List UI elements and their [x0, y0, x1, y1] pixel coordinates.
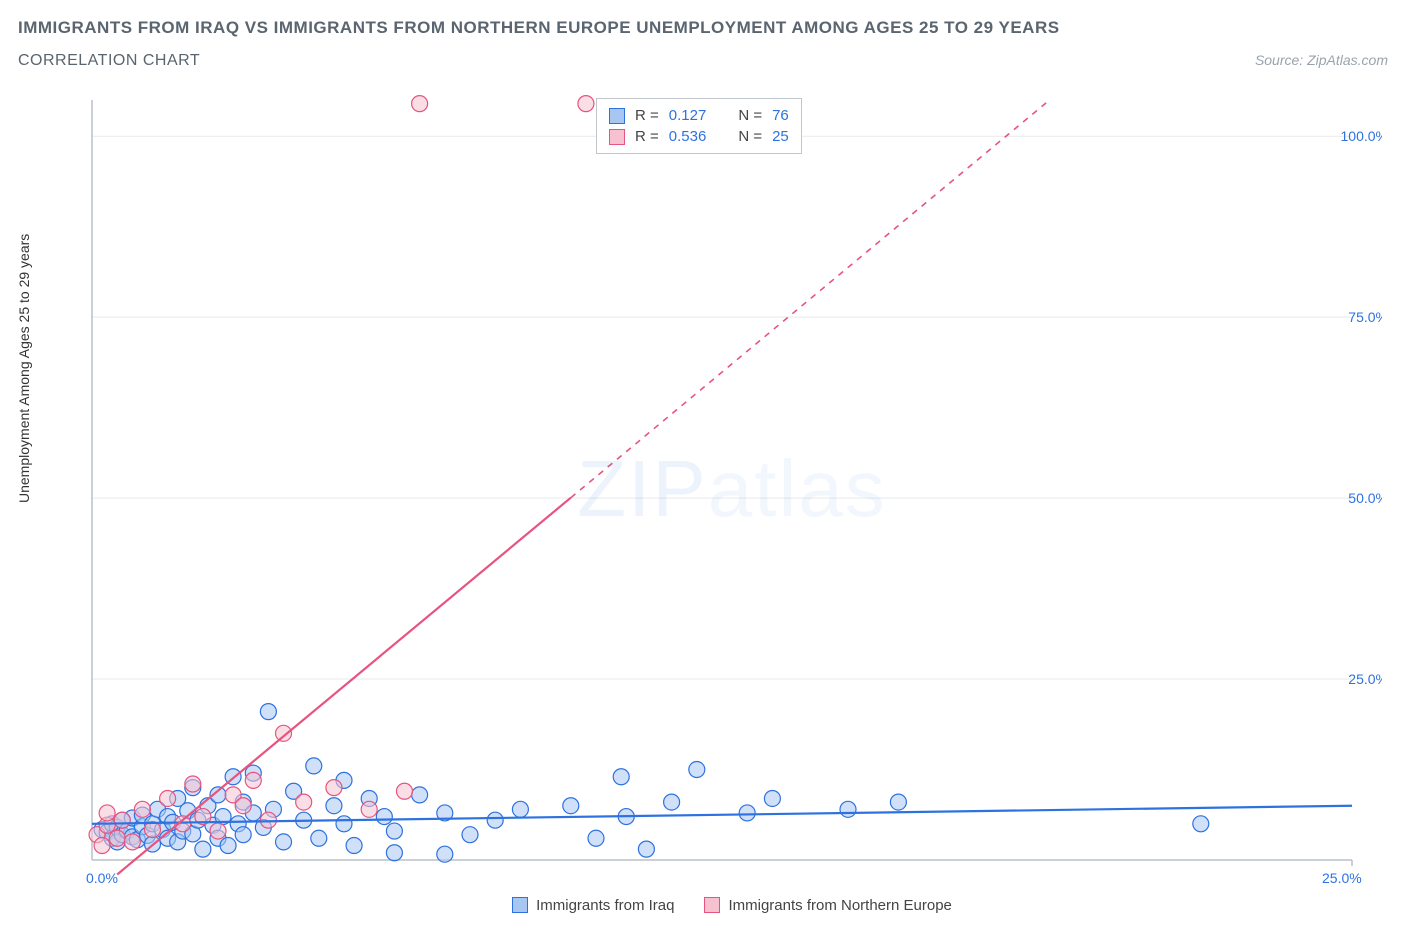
legend-swatch: [704, 897, 720, 913]
legend-swatch: [609, 108, 625, 124]
chart-title: IMMIGRANTS FROM IRAQ VS IMMIGRANTS FROM …: [18, 18, 1388, 38]
legend-swatch: [609, 129, 625, 145]
subtitle-row: CORRELATION CHART Source: ZipAtlas.com: [18, 52, 1388, 70]
chart-source: Source: ZipAtlas.com: [1255, 52, 1388, 68]
chart-area: Unemployment Among Ages 25 to 29 years 2…: [18, 88, 1388, 918]
legend-item: Immigrants from Iraq: [512, 892, 674, 918]
svg-text:25.0%: 25.0%: [1348, 671, 1382, 687]
x-max-tick: 25.0%: [1322, 870, 1362, 886]
x-origin-tick: 0.0%: [86, 870, 118, 886]
stats-legend: R = 0.127N = 76R = 0.536N = 25: [596, 98, 802, 154]
svg-text:75.0%: 75.0%: [1348, 309, 1382, 325]
plot-area: 25.0%50.0%75.0%100.0% ZIPatlas R = 0.127…: [82, 94, 1382, 884]
legend-label: Immigrants from Northern Europe: [728, 897, 951, 914]
chart-subtitle: CORRELATION CHART: [18, 52, 200, 70]
stats-row: R = 0.127N = 76: [609, 105, 789, 126]
svg-text:50.0%: 50.0%: [1348, 490, 1382, 506]
legend-label: Immigrants from Iraq: [536, 897, 674, 914]
scatter-plot: 25.0% 50.0% 75.0% 100.0%: [82, 94, 1382, 884]
svg-text:100.0%: 100.0%: [1341, 128, 1382, 144]
y-axis-label: Unemployment Among Ages 25 to 29 years: [16, 234, 32, 503]
legend-item: Immigrants from Northern Europe: [704, 892, 951, 918]
stats-row: R = 0.536N = 25: [609, 126, 789, 147]
chart-header: IMMIGRANTS FROM IRAQ VS IMMIGRANTS FROM …: [18, 18, 1388, 70]
legend-swatch: [512, 897, 528, 913]
bottom-legend: Immigrants from Iraq Immigrants from Nort…: [82, 892, 1382, 918]
